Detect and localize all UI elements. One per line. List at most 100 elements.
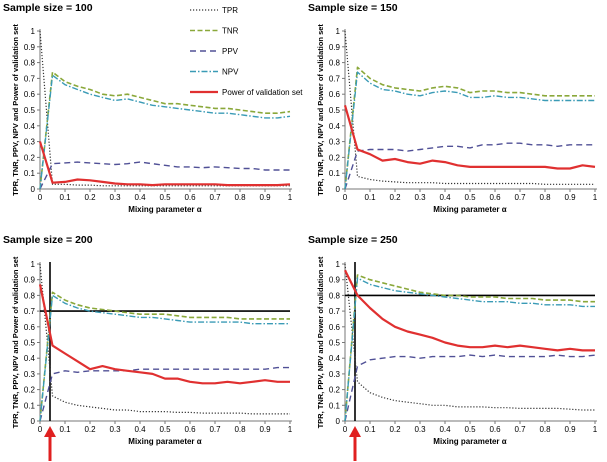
x-tick-label: 0.1 <box>364 425 376 434</box>
x-tick-label: 0.7 <box>209 193 221 202</box>
y-tick-label: 0.1 <box>24 169 36 178</box>
y-tick-label: 0.8 <box>24 59 36 68</box>
y-tick-label: 0.7 <box>329 74 341 83</box>
x-tick-label: 0.5 <box>464 193 476 202</box>
x-tick-label: 0.9 <box>564 425 576 434</box>
legend-label: NPV <box>222 68 239 77</box>
x-tick-label: 0.2 <box>389 425 401 434</box>
x-tick-label: 0.8 <box>234 425 246 434</box>
x-tick-label: 0.7 <box>514 425 526 434</box>
x-tick-label: 0.4 <box>134 425 146 434</box>
y-tick-label: 0.8 <box>329 59 341 68</box>
x-tick-label: 0.7 <box>209 425 221 434</box>
y-tick-label: 0.9 <box>329 43 341 52</box>
y-tick-label: 0.2 <box>24 386 36 395</box>
series-line-tpr <box>39 263 290 415</box>
x-tick-label: 0.1 <box>59 425 71 434</box>
highlight-arrow <box>349 426 361 461</box>
y-tick-label: 0.9 <box>24 276 36 285</box>
series-line-npv <box>344 71 595 190</box>
series-line-tpr <box>39 30 290 187</box>
y-tick-label: 0.4 <box>329 122 341 131</box>
series-line-ppv <box>39 161 290 190</box>
y-tick-label: 0.2 <box>24 153 36 162</box>
chart-panel-2: Sample size = 150 0 0.1 0.2 0.3 0.4 0.5 0.6 0.7 0… <box>308 2 598 214</box>
series-line-tnr <box>39 71 291 190</box>
y-tick-label: 0.8 <box>24 291 36 300</box>
x-tick-label: 0.3 <box>109 193 121 202</box>
x-tick-label: 0.9 <box>259 425 271 434</box>
legend-entry: NPV <box>190 68 239 77</box>
series-line-power-of-validation-set <box>38 141 291 187</box>
x-axis-label: Mixing parameter α <box>128 205 201 214</box>
y-tick-label: 0.3 <box>24 138 36 147</box>
x-tick-label: 0.8 <box>539 425 551 434</box>
x-tick-label: 0 <box>343 193 348 202</box>
y-tick-label: 0 <box>336 185 341 194</box>
series-line-npv <box>39 74 291 190</box>
y-tick-label: 0.3 <box>329 370 341 379</box>
highlight-arrow <box>44 426 56 461</box>
y-tick-label: 1 <box>31 27 36 36</box>
chart-title: Sample size = 100 <box>3 2 93 14</box>
x-tick-label: 0.4 <box>439 193 451 202</box>
y-tick-label: 0.7 <box>329 307 341 316</box>
y-tick-label: 0.6 <box>329 323 341 332</box>
series-line-tnr <box>344 274 595 422</box>
y-tick-label: 0.4 <box>24 354 36 363</box>
x-tick-label: 0.5 <box>464 425 476 434</box>
chart-title: Sample size = 150 <box>308 2 398 14</box>
legend-label: TNR <box>222 27 239 36</box>
x-tick-label: 0.6 <box>489 425 501 434</box>
y-tick-label: 1 <box>336 27 341 36</box>
legend: TPR TNR PPV NPV Power of validation set <box>190 6 303 97</box>
x-tick-label: 0.3 <box>414 193 426 202</box>
x-tick-label: 0.8 <box>234 193 246 202</box>
y-tick-label: 0 <box>31 185 36 194</box>
series-line-tnr <box>344 66 595 190</box>
x-tick-label: 0.9 <box>564 193 576 202</box>
x-tick-label: 1 <box>288 193 293 202</box>
x-tick-label: 0.6 <box>184 193 196 202</box>
legend-entry: TPR <box>190 6 238 15</box>
y-tick-label: 0.7 <box>24 307 36 316</box>
legend-entry: Power of validation set <box>190 88 303 97</box>
y-tick-label: 0.7 <box>24 74 36 83</box>
legend-entry: PPV <box>190 47 239 56</box>
y-axis-label: TPR, TNR, PPV, NPV and Power of validati… <box>11 256 20 428</box>
x-tick-label: 1 <box>288 425 293 434</box>
y-tick-label: 0.2 <box>329 153 341 162</box>
x-tick-label: 0.5 <box>159 425 171 434</box>
series-line-power-of-validation-set <box>344 269 595 352</box>
x-tick-label: 0.3 <box>109 425 121 434</box>
y-tick-label: 0.2 <box>329 386 341 395</box>
chart-panel-4: Sample size = 250 0 0.1 0.2 0.3 0.4 0.5 0.6 0.7 0… <box>308 234 598 461</box>
legend-label: Power of validation set <box>222 88 303 97</box>
y-tick-label: 1 <box>336 260 341 269</box>
legend-label: TPR <box>222 6 238 15</box>
x-tick-label: 0.1 <box>59 193 71 202</box>
y-tick-label: 0.9 <box>329 276 341 285</box>
x-tick-label: 1 <box>593 425 598 434</box>
y-axis-label: TPR, TNR, PPV, NPV and Power of validati… <box>316 24 325 196</box>
y-tick-label: 0.1 <box>329 401 341 410</box>
x-axis-label: Mixing parameter α <box>433 205 506 214</box>
x-tick-label: 0.3 <box>414 425 426 434</box>
x-tick-label: 0.6 <box>184 425 196 434</box>
y-tick-label: 0.5 <box>24 339 36 348</box>
y-tick-label: 1 <box>31 260 36 269</box>
x-tick-label: 0.2 <box>84 193 96 202</box>
x-tick-label: 1 <box>593 193 598 202</box>
y-tick-label: 0.6 <box>329 90 341 99</box>
series-line-npv <box>39 294 290 422</box>
arrow-head <box>349 426 361 437</box>
y-tick-label: 0.4 <box>329 354 341 363</box>
y-tick-label: 0.6 <box>24 90 36 99</box>
x-tick-label: 0.2 <box>84 425 96 434</box>
y-tick-label: 0 <box>336 417 341 426</box>
arrow-head <box>44 426 56 437</box>
x-tick-label: 0 <box>38 193 43 202</box>
y-tick-label: 0.1 <box>24 401 36 410</box>
y-tick-label: 0.3 <box>329 138 341 147</box>
x-axis-label: Mixing parameter α <box>128 437 201 446</box>
